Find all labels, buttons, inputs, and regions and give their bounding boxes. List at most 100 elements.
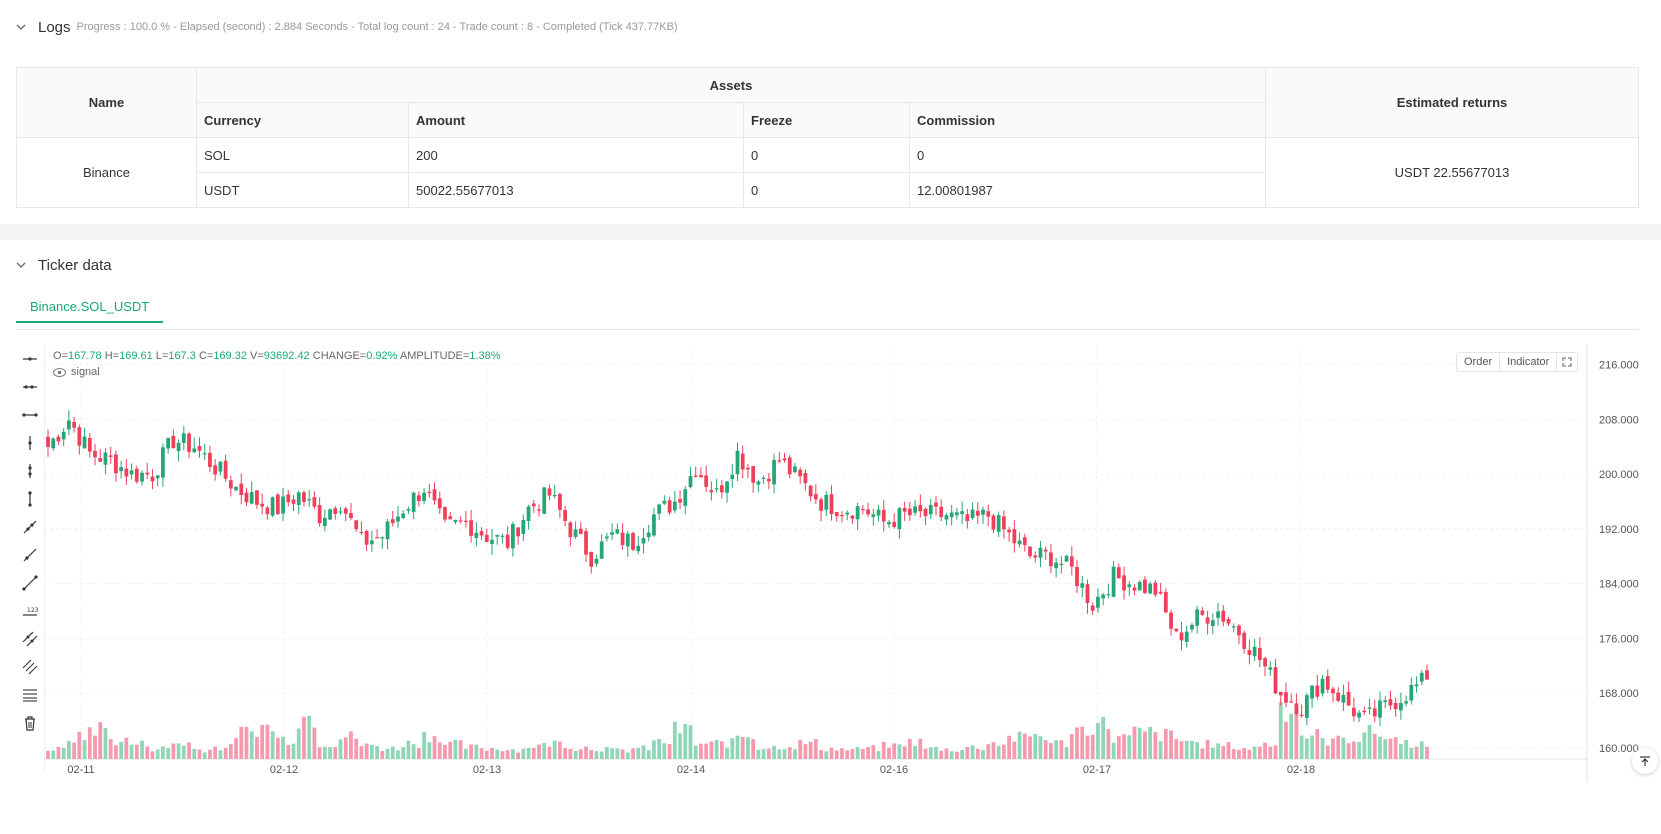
volume-bar xyxy=(1388,738,1393,759)
candle xyxy=(1137,581,1142,591)
volume-bar xyxy=(369,744,374,759)
parallel-channel-icon[interactable] xyxy=(18,627,42,651)
volume-bar xyxy=(1169,730,1173,759)
signal-indicator[interactable]: signal xyxy=(53,366,100,378)
fib-channel-icon[interactable] xyxy=(18,655,42,679)
candle xyxy=(704,475,709,487)
volume-bar xyxy=(72,742,76,759)
tab-binance-sol-usdt[interactable]: Binance.SOL_USDT xyxy=(16,291,164,323)
candle xyxy=(202,453,207,455)
indicator-button[interactable]: Indicator xyxy=(1500,353,1558,371)
amplitude-label: AMPLITUDE= xyxy=(399,350,470,362)
volume-bar xyxy=(197,749,202,759)
volume-bar xyxy=(787,747,792,759)
ray-line-icon[interactable] xyxy=(18,543,42,567)
eye-icon[interactable] xyxy=(53,367,66,377)
order-button[interactable]: Order xyxy=(1457,353,1501,371)
volume-bar xyxy=(1425,746,1429,759)
volume-bar xyxy=(1268,746,1273,759)
candle xyxy=(1106,594,1111,596)
price-label-icon[interactable]: 123 xyxy=(18,599,42,623)
y-tick-label: 192.000 xyxy=(1599,524,1639,536)
candle xyxy=(709,490,714,493)
volume-bar xyxy=(719,741,724,759)
x-tick-label: 02-11 xyxy=(67,764,94,776)
candle xyxy=(1372,708,1377,717)
volume-bar xyxy=(1315,729,1320,759)
trash-icon[interactable] xyxy=(18,711,42,735)
candle xyxy=(688,476,693,488)
candle xyxy=(119,467,124,472)
candle xyxy=(1357,712,1361,718)
candle xyxy=(495,535,500,537)
volume-bar xyxy=(652,740,656,759)
horizontal-line-icon[interactable] xyxy=(18,347,42,371)
candle xyxy=(401,513,406,518)
volume-bar xyxy=(114,745,118,759)
x-tick-label: 02-16 xyxy=(880,764,908,776)
volume-bar xyxy=(322,746,327,759)
trend-line-icon[interactable] xyxy=(18,515,42,539)
candle xyxy=(67,420,71,430)
candle xyxy=(416,495,421,502)
volume-bar xyxy=(296,728,301,759)
ticker-header[interactable]: Ticker data xyxy=(16,253,112,277)
candle xyxy=(343,508,348,514)
volume-bar xyxy=(134,744,139,759)
volume-bar xyxy=(646,750,651,759)
candle xyxy=(1226,618,1231,624)
volume-bar xyxy=(725,747,729,759)
volume-bar xyxy=(907,738,912,759)
candle xyxy=(955,512,959,516)
candle xyxy=(782,458,787,461)
candle xyxy=(1331,688,1335,694)
volume-bar xyxy=(443,744,447,759)
horizontal-ray-icon[interactable] xyxy=(18,375,42,399)
candle xyxy=(568,522,573,538)
vertical-segment-icon[interactable] xyxy=(18,487,42,511)
volume-bar xyxy=(1143,731,1147,759)
cell-amount: 200 xyxy=(408,137,744,173)
volume-bar xyxy=(563,747,568,759)
logs-header[interactable]: Logs Progress : 100.0 % - Elapsed (secon… xyxy=(16,15,678,39)
chevron-down-icon[interactable] xyxy=(16,260,26,270)
cell-freeze: 0 xyxy=(743,137,910,173)
candle xyxy=(1012,529,1017,544)
y-tick-label: 184.000 xyxy=(1599,579,1639,591)
volume-bar xyxy=(949,751,954,759)
volume-bar xyxy=(1294,708,1299,759)
candle xyxy=(531,503,536,507)
volume-bar xyxy=(458,740,463,759)
straight-line-icon[interactable] xyxy=(18,571,42,595)
fib-retracement-icon[interactable] xyxy=(18,683,42,707)
scroll-to-latest-button[interactable] xyxy=(1632,748,1658,774)
volume-bar xyxy=(484,750,489,759)
candle xyxy=(1200,610,1205,615)
volume-bar xyxy=(312,727,317,759)
fullscreen-icon[interactable] xyxy=(1557,353,1577,371)
candle xyxy=(793,466,797,473)
candle xyxy=(907,508,912,516)
cell-amount: 50022.55677013 xyxy=(408,172,744,208)
volume-bar xyxy=(944,748,949,759)
volume-bar xyxy=(166,748,171,759)
candle xyxy=(286,494,291,503)
candle xyxy=(599,541,604,559)
candlestick-chart[interactable]: 160.000 168.000 176.000 184.000 192.000 200.0… xyxy=(44,344,1644,784)
candle xyxy=(1231,626,1236,628)
segment-icon[interactable] xyxy=(18,403,42,427)
volume-bar xyxy=(1022,733,1027,759)
vertical-ray-icon[interactable] xyxy=(18,459,42,483)
candle xyxy=(161,447,165,478)
volume-bar xyxy=(568,748,573,759)
candle xyxy=(114,454,118,474)
volume-bar xyxy=(140,740,144,759)
volume-bar xyxy=(960,749,964,759)
candle xyxy=(77,427,82,446)
candle xyxy=(1378,700,1382,718)
chevron-down-icon[interactable] xyxy=(16,22,26,32)
candle xyxy=(949,512,954,518)
candle xyxy=(1257,647,1262,660)
vertical-line-icon[interactable] xyxy=(18,431,42,455)
volume-bar xyxy=(641,745,646,759)
